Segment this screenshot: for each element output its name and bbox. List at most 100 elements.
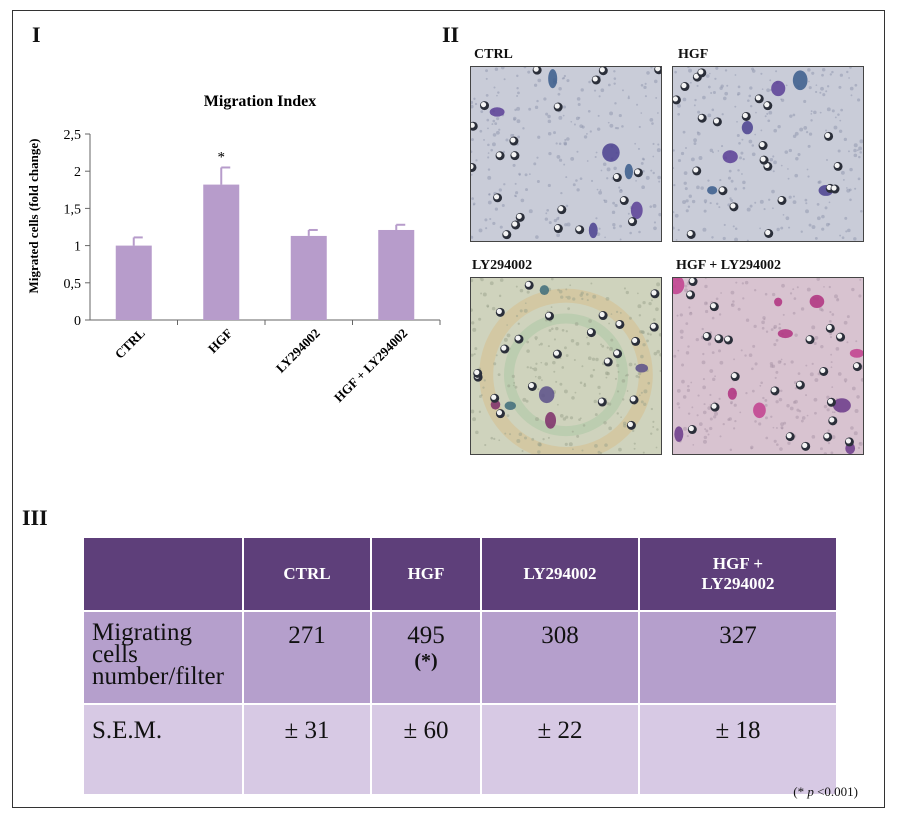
speckle: [516, 438, 521, 443]
filter-pore-highlight: [698, 69, 704, 75]
speckle: [788, 148, 793, 153]
speckle: [744, 280, 749, 285]
filter-pore-highlight: [796, 381, 802, 387]
speckle: [831, 109, 835, 113]
speckle: [471, 278, 474, 283]
speckle: [703, 199, 708, 203]
filter-pore-highlight: [724, 336, 731, 342]
speckle: [503, 183, 506, 186]
speckle: [805, 364, 808, 367]
speckle: [638, 230, 641, 234]
speckle: [806, 287, 811, 292]
speckle: [849, 67, 852, 69]
speckle: [548, 329, 552, 332]
speckle: [718, 313, 722, 316]
speckle: [514, 385, 518, 389]
filter-pore-highlight: [515, 335, 521, 341]
speckle: [491, 306, 496, 311]
speckle: [834, 116, 837, 119]
speckle: [649, 205, 653, 208]
speckle: [734, 420, 737, 423]
significance-marker: *: [218, 149, 226, 165]
speckle: [675, 239, 678, 241]
speckle: [761, 88, 764, 90]
speckle: [609, 111, 614, 116]
speckle: [538, 344, 541, 346]
speckle: [755, 111, 757, 114]
bar-ly294002: [290, 235, 327, 320]
speckle: [859, 151, 863, 154]
speckle: [562, 114, 565, 117]
filter-pore-highlight: [687, 230, 693, 237]
speckle: [595, 151, 598, 154]
filter-pore-highlight: [627, 421, 633, 427]
speckle: [811, 362, 814, 365]
speckle: [581, 365, 584, 368]
speckle: [728, 169, 732, 173]
speckle: [487, 168, 491, 171]
speckle: [512, 163, 516, 167]
speckle: [702, 385, 706, 390]
speckle: [615, 310, 619, 313]
speckle: [750, 447, 753, 450]
speckle: [815, 90, 818, 94]
speckle: [705, 429, 709, 433]
speckle: [698, 422, 703, 426]
speckle: [686, 435, 689, 438]
speckle: [837, 113, 840, 116]
table-header-hgf-ly294002: HGF + LY294002: [638, 536, 838, 612]
speckle: [855, 340, 858, 343]
speckle: [546, 208, 549, 212]
speckle: [478, 228, 483, 233]
speckle: [679, 313, 683, 317]
speckle: [846, 315, 850, 319]
speckle: [679, 329, 684, 334]
speckle: [676, 389, 681, 393]
bar-ctrl: [115, 245, 152, 320]
filter-pore-highlight: [480, 101, 487, 108]
speckle: [777, 124, 781, 129]
speckle: [576, 97, 581, 101]
micrograph-hgf-ly294002: [672, 277, 864, 455]
speckle: [702, 410, 707, 415]
speckle: [808, 80, 810, 83]
speckle: [801, 416, 806, 420]
speckle: [597, 450, 601, 454]
speckle: [640, 400, 644, 404]
speckle: [525, 188, 528, 192]
speckle: [517, 322, 520, 325]
filter-pore-highlight: [650, 323, 656, 329]
speckle: [696, 185, 700, 190]
speckle: [739, 411, 742, 414]
speckle: [853, 143, 858, 148]
stained-cell: [771, 80, 786, 97]
speckle: [513, 118, 516, 121]
speckle: [586, 299, 589, 302]
speckle: [778, 397, 783, 402]
stained-cell: [489, 107, 505, 117]
speckle: [621, 379, 626, 383]
speckle: [676, 402, 680, 406]
speckle: [614, 203, 618, 208]
speckle: [821, 68, 826, 72]
speckle: [616, 390, 620, 393]
speckle: [536, 99, 539, 103]
speckle: [853, 148, 857, 153]
speckle: [652, 318, 656, 321]
speckle: [656, 349, 660, 354]
speckle: [709, 148, 714, 153]
speckle: [764, 115, 767, 118]
footnote-post: <0.001): [813, 784, 858, 799]
speckle: [859, 278, 862, 281]
speckle: [858, 155, 861, 159]
speckle: [856, 149, 859, 152]
filter-pore-highlight: [688, 425, 694, 432]
speckle: [813, 341, 817, 346]
speckle: [608, 322, 611, 325]
speckle: [803, 99, 807, 104]
speckle: [785, 216, 790, 221]
speckle: [794, 399, 798, 404]
speckle: [563, 389, 568, 394]
speckle: [687, 345, 690, 348]
speckle: [796, 408, 800, 412]
